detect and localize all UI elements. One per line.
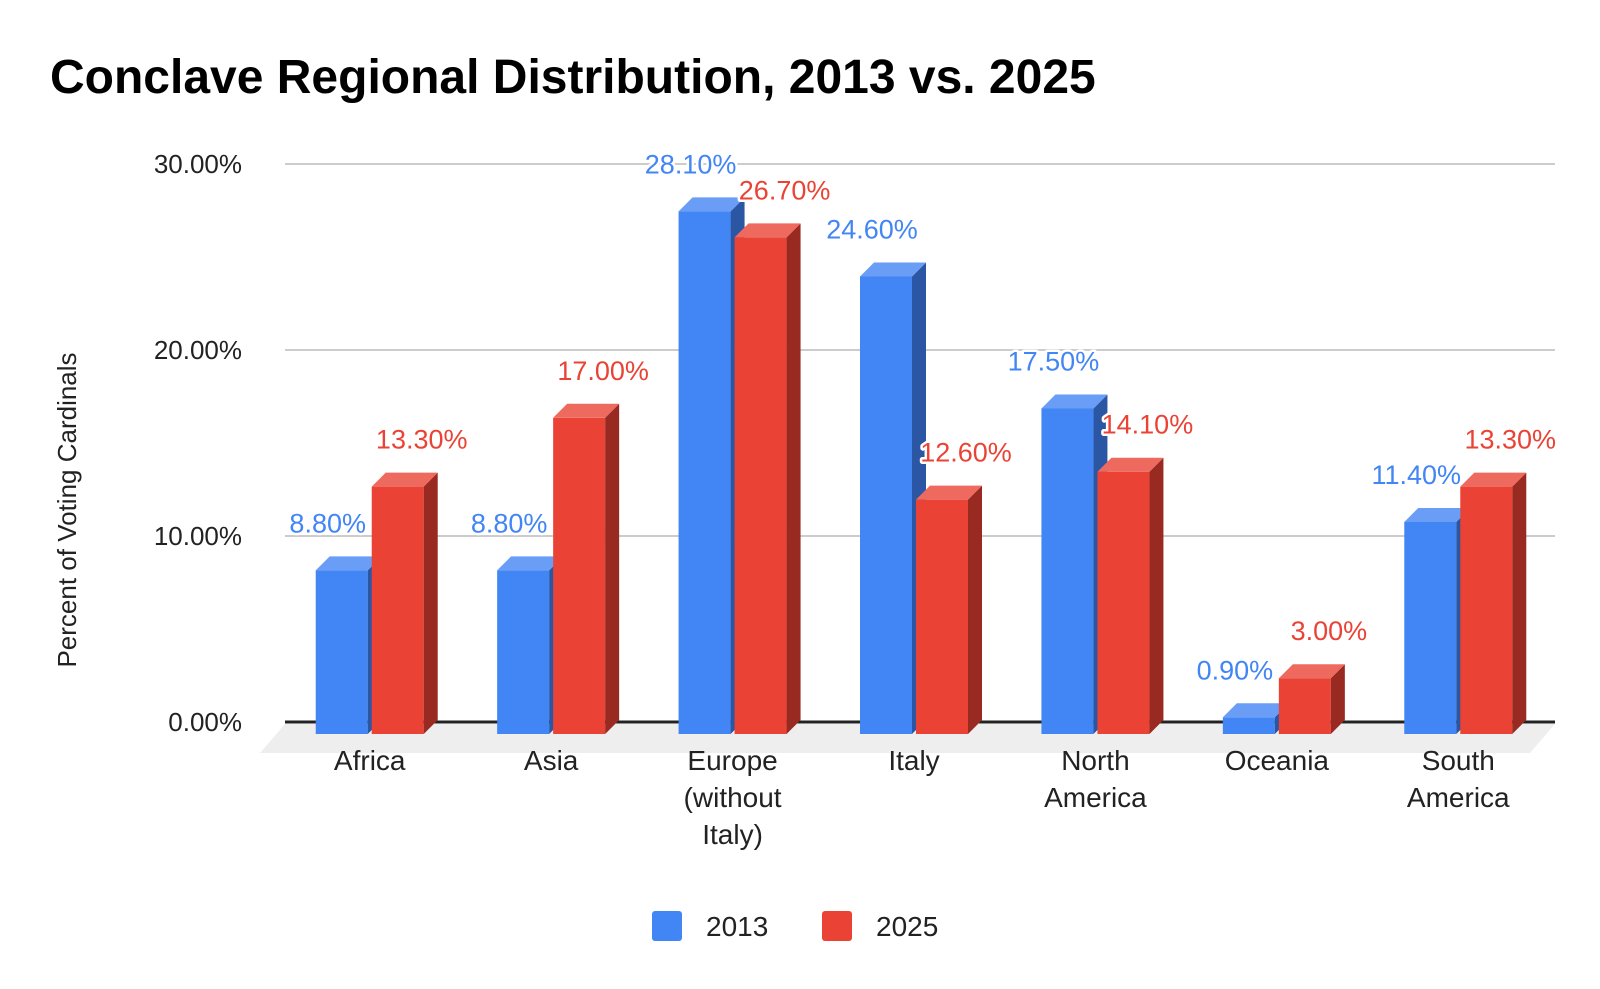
y-axis-ticks: 0.00% 10.00% 20.00% 30.00% xyxy=(154,149,242,737)
bar-side xyxy=(423,472,438,734)
legend: 2013 2025 xyxy=(652,911,938,942)
bar-side xyxy=(786,223,801,734)
legend-label-2025: 2025 xyxy=(876,911,938,942)
data-label-2013: 17.50% xyxy=(1008,347,1100,377)
x-tick-label: Europe xyxy=(687,745,777,776)
y-tick-label: 0.00% xyxy=(168,707,242,737)
x-tick-label: America xyxy=(1407,782,1510,813)
data-label-2025: 13.30% xyxy=(376,425,468,455)
x-axis-categories: Africa Asia Europe (without Italy) Italy North… xyxy=(334,745,1510,850)
y-tick-label: 20.00% xyxy=(154,335,242,365)
chart-title: Conclave Regional Distribution, 2013 vs.… xyxy=(50,51,1096,104)
bar-front xyxy=(1460,486,1513,734)
data-label-2025: 13.30% xyxy=(1464,425,1556,455)
y-tick-label: 30.00% xyxy=(154,149,242,179)
data-label-2013: 8.80% xyxy=(289,508,366,538)
bar-top xyxy=(315,556,382,571)
bar-top xyxy=(1222,703,1289,718)
bar-top xyxy=(860,262,926,277)
x-tick-label: South xyxy=(1422,745,1495,776)
x-tick-label: (without xyxy=(684,782,782,813)
bar-front xyxy=(1222,717,1275,734)
legend-label-2013: 2013 xyxy=(706,911,768,942)
bar-side xyxy=(605,403,620,734)
bar-front xyxy=(1097,471,1150,734)
bar-side xyxy=(1149,457,1164,734)
bars xyxy=(315,197,1527,735)
bar-top xyxy=(497,556,564,571)
y-axis-label: Percent of Voting Cardinals xyxy=(52,352,82,667)
bar-top xyxy=(371,472,438,487)
bar-2025-5 xyxy=(1278,664,1345,734)
legend-swatch-2025 xyxy=(822,911,852,941)
bar-2025-3 xyxy=(916,485,982,734)
bar-front xyxy=(1041,408,1094,734)
bar-2025-0 xyxy=(371,472,438,734)
bar-front xyxy=(916,499,968,734)
bar-front xyxy=(734,237,787,734)
bar-top xyxy=(916,485,982,500)
bar-front xyxy=(860,276,912,734)
bar-front xyxy=(497,570,550,734)
legend-swatch-2013 xyxy=(652,911,682,941)
x-tick-label: Italy) xyxy=(702,819,763,850)
x-tick-label: Italy xyxy=(888,745,939,776)
bar-front xyxy=(1278,678,1331,734)
bar-top xyxy=(1041,394,1108,409)
bar-front xyxy=(1404,521,1457,734)
x-tick-label: North xyxy=(1061,745,1129,776)
bar-top xyxy=(678,197,745,212)
data-label-2025: 17.00% xyxy=(557,356,649,386)
y-tick-label: 10.00% xyxy=(154,521,242,551)
data-label-2013: 28.10% xyxy=(645,149,737,179)
bar-2025-2 xyxy=(734,223,801,734)
bar-side xyxy=(1512,472,1527,734)
bar-2025-4 xyxy=(1097,457,1164,734)
bar-front xyxy=(315,570,368,734)
bar-2013-3 xyxy=(860,262,926,734)
data-label-2013: 24.60% xyxy=(826,214,918,244)
bar-front xyxy=(678,211,731,735)
data-labels: 8.80% 13.30% 8.80% 17.00% 28.10%26.70% 24.60%… xyxy=(287,147,1559,688)
data-label-2013: 8.80% xyxy=(471,508,548,538)
x-tick-label: Africa xyxy=(334,745,406,776)
bar-side xyxy=(1330,664,1345,734)
bar-top xyxy=(1278,664,1345,679)
bar-side xyxy=(968,485,982,734)
bar-top xyxy=(1404,507,1471,522)
x-tick-label: Oceania xyxy=(1225,745,1330,776)
x-tick-label: America xyxy=(1044,782,1147,813)
bar-front xyxy=(553,417,606,734)
bar-front xyxy=(371,486,424,734)
data-label-2013: 11.40% xyxy=(1371,460,1461,490)
bar-2025-6 xyxy=(1460,472,1527,734)
data-label-2025: 14.10% xyxy=(1102,410,1194,440)
x-tick-label: Asia xyxy=(524,745,579,776)
data-label-2025: 26.70% xyxy=(739,175,831,205)
bar-top xyxy=(553,403,620,418)
bar-top xyxy=(1460,472,1527,487)
bar-2025-1 xyxy=(553,403,620,734)
bar-top xyxy=(1097,457,1164,472)
data-label-2025: 3.00% xyxy=(1291,616,1368,646)
bar-top xyxy=(734,223,801,238)
data-label-2013: 0.90% xyxy=(1197,655,1274,685)
data-label-2025: 12.60% xyxy=(920,438,1012,468)
